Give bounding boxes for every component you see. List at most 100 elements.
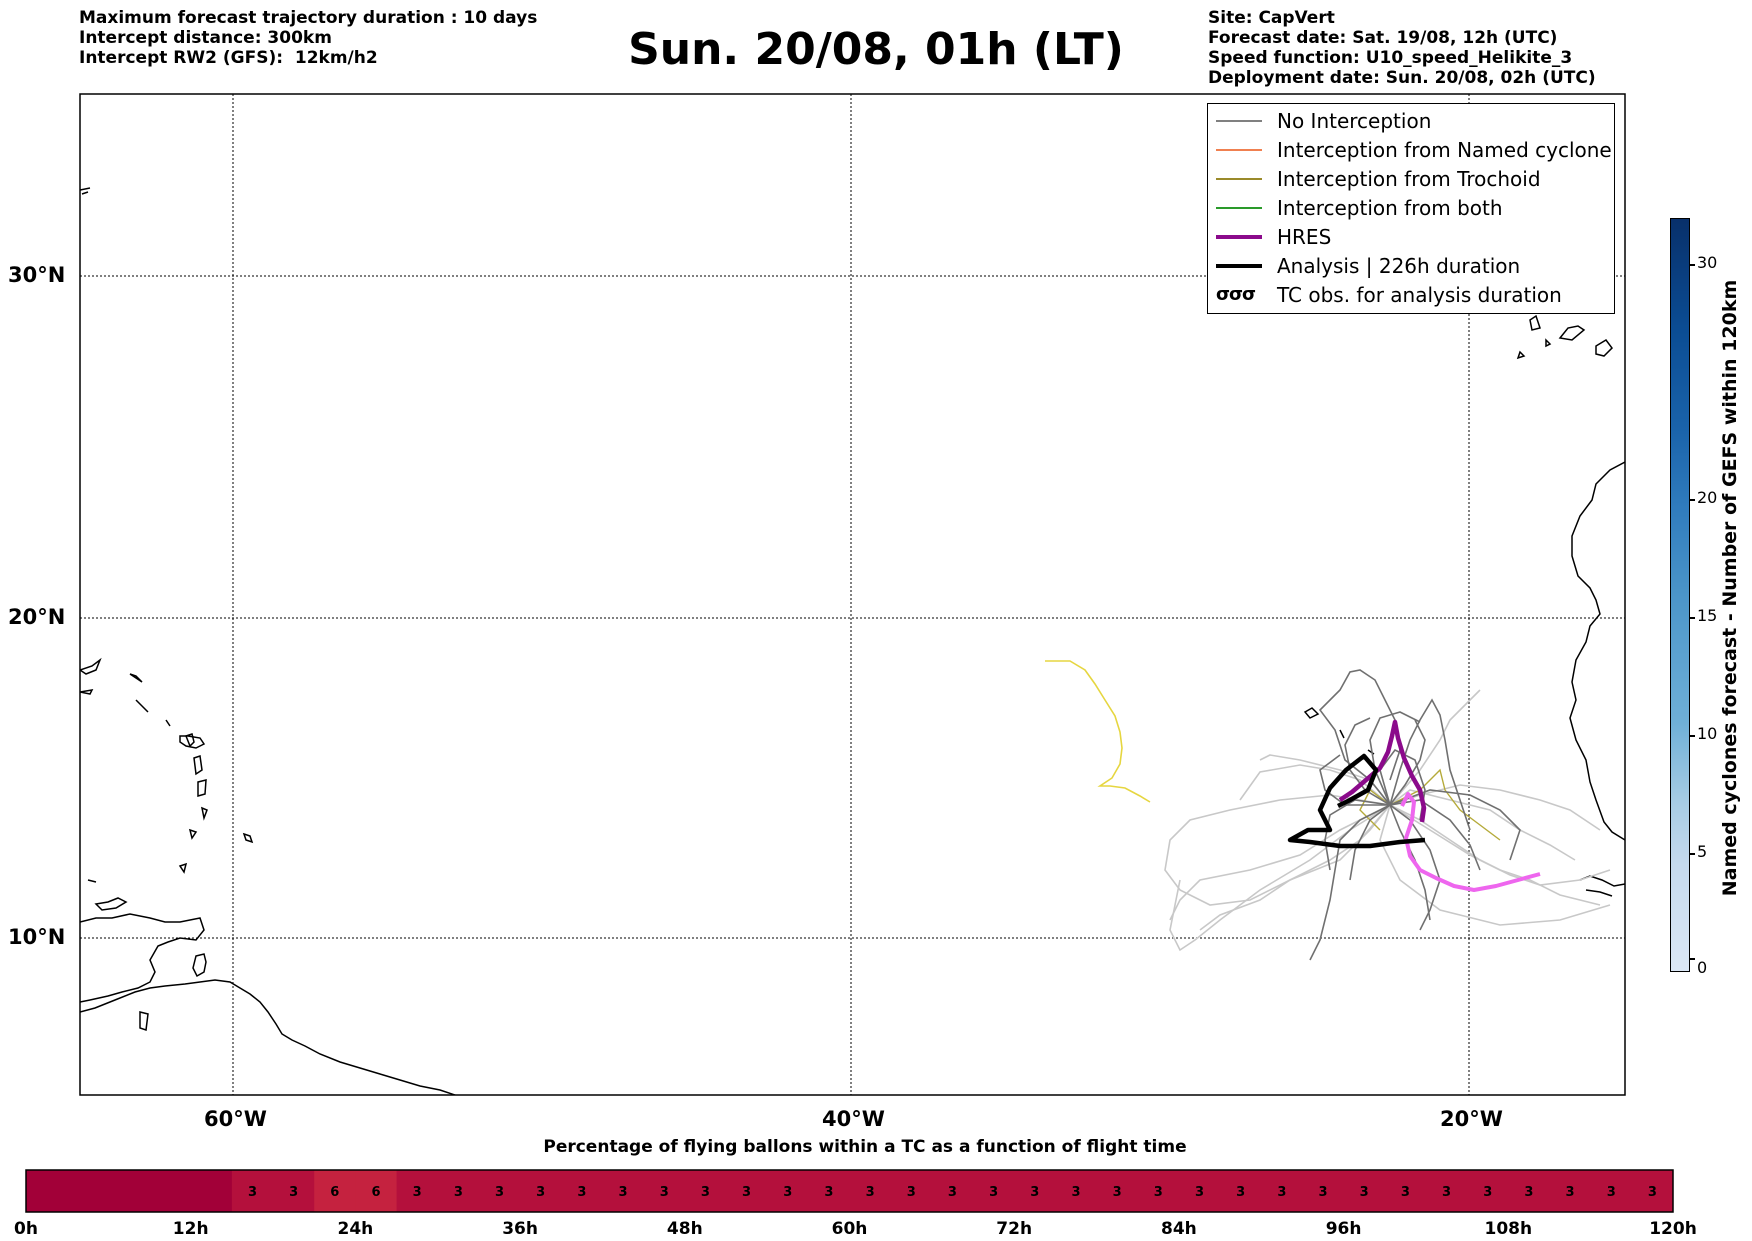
percentage-cell [67, 1170, 109, 1212]
percentage-cell-value: 3 [1236, 1185, 1245, 1200]
percentage-cell-value: 3 [907, 1185, 916, 1200]
time-tick-label: 120h [1649, 1219, 1697, 1239]
percentage-cell [1055, 1170, 1098, 1212]
trajectory-near-3 [1309, 804, 1391, 961]
page-title: Sun. 20/08, 01h (LT) [628, 24, 1124, 75]
percentage-cell [643, 1170, 686, 1212]
coast-capeverde-3 [1367, 749, 1375, 755]
legend-label: Analysis | 226h duration [1277, 254, 1521, 278]
percentage-cell [1425, 1170, 1468, 1212]
colorbar-tick-label-10: 10 [1697, 724, 1718, 743]
percentage-cell-value: 3 [248, 1185, 257, 1200]
percentage-cell-value: 3 [536, 1185, 545, 1200]
percentage-cell [437, 1170, 480, 1212]
coast-canaries-4 [1516, 350, 1526, 360]
trajectory-near-6 [1389, 789, 1521, 861]
coast-lesser-antilles-4 [200, 806, 208, 821]
coast-trinidad [192, 953, 207, 978]
percentage-cell-value: 6 [371, 1185, 380, 1200]
trajectory-analysis [1287, 753, 1426, 849]
colorbar-tick-0 [1689, 958, 1695, 960]
percentage-cell [602, 1170, 645, 1212]
percentage-cell-value: 3 [1607, 1185, 1616, 1200]
legend-swatch [1216, 178, 1262, 180]
percentage-cell-value: 3 [660, 1185, 669, 1200]
percentage-cell [273, 1170, 315, 1212]
trajectory-far-3 [1169, 804, 1391, 921]
trajectory-far-11 [1389, 789, 1576, 861]
coast-canaries-3 [1595, 339, 1613, 357]
percentage-cell-value: 3 [1524, 1185, 1533, 1200]
coast-canaries-2 [1558, 325, 1586, 341]
coast-islet-f [80, 187, 91, 195]
time-tick-label: 96h [1325, 1219, 1362, 1239]
percentage-cell [849, 1170, 892, 1212]
percentage-cell [149, 1170, 192, 1212]
trajectory-far-8 [1379, 804, 1611, 926]
coast-lesser-antilles-2 [193, 755, 203, 776]
trajectory-far-1 [1164, 794, 1391, 906]
legend-swatch [1216, 120, 1262, 122]
percentage-cell-value: 3 [1483, 1185, 1492, 1200]
colorbar-tick-10 [1689, 735, 1695, 737]
coast-capeverde-1 [1303, 707, 1320, 719]
percentage-cell [26, 1170, 68, 1212]
coast-guadeloupe [179, 735, 206, 749]
percentage-cell-value: 3 [1566, 1185, 1575, 1200]
percentage-cell-value: 6 [330, 1185, 339, 1200]
percentage-cell-value: 3 [866, 1185, 875, 1200]
percentage-cell [767, 1170, 809, 1212]
legend-item-hres: HRES [1216, 225, 1606, 249]
trajectory-pink [1400, 792, 1541, 892]
percentage-cell-value: 3 [948, 1185, 957, 1200]
legend-label: Interception from Named cyclone [1277, 138, 1612, 162]
percentage-cell-value: 3 [577, 1185, 586, 1200]
percentage-cell [1137, 1170, 1180, 1212]
trajectory-yellow [1045, 660, 1151, 803]
trajectory-near-8 [1324, 799, 1391, 871]
max-duration-label: Maximum forecast trajectory duration : 1… [79, 8, 538, 28]
trajectory-far-6 [1389, 804, 1601, 906]
lat-label-30n: 30°N [8, 263, 66, 287]
bottom-chart-title: Percentage of flying ballons within a TC… [543, 1137, 1187, 1157]
time-tick-label: 108h [1484, 1219, 1533, 1239]
legend-item-analysis: Analysis | 226h duration [1216, 254, 1606, 278]
trajectory-far-9 [1199, 804, 1391, 931]
speed-function-label: Speed function: U10_speed_Helikite_3 [1208, 48, 1573, 68]
percentage-cell [355, 1170, 398, 1212]
legend-label: TC obs. for analysis duration [1277, 283, 1562, 307]
legend-swatch [1216, 235, 1262, 239]
trajectories-near [1309, 669, 1521, 961]
coast-capeverde-2 [1339, 729, 1345, 739]
coast-islet-c [135, 699, 149, 713]
colorbar-tick-label-20: 20 [1697, 488, 1718, 507]
percentage-cell [231, 1170, 274, 1212]
legend-item-trochoid: Interception from Trochoid [1216, 167, 1606, 191]
percentage-cell [1096, 1170, 1139, 1212]
time-tick-label: 48h [666, 1219, 703, 1239]
percentage-cell [808, 1170, 850, 1212]
time-tick-label: 72h [996, 1219, 1033, 1239]
percentage-cell-value: 3 [989, 1185, 998, 1200]
coast-canaries-5 [1545, 338, 1552, 348]
time-tick-label: 0h [14, 1219, 38, 1239]
percentage-cell [108, 1170, 151, 1212]
percentage-cell [478, 1170, 521, 1212]
time-tick-label: 60h [831, 1219, 868, 1239]
percentage-cell [1343, 1170, 1386, 1212]
colorbar-tick-label-5: 5 [1697, 842, 1708, 861]
coast-venezuela [80, 913, 205, 1003]
percentage-cell-value: 3 [1360, 1185, 1369, 1200]
percentage-cell [1220, 1170, 1262, 1212]
percentage-cell [561, 1170, 603, 1212]
coast-islet-d [165, 719, 171, 727]
percentage-cell-value: 3 [701, 1185, 710, 1200]
colorbar-tick-30 [1689, 264, 1695, 266]
percentage-cell [1631, 1170, 1674, 1212]
coast-lesser-antilles-3 [197, 779, 207, 797]
coast-lesser-antilles-5 [188, 828, 198, 840]
legend-body: No Interception Interception from Named … [1208, 104, 1614, 313]
coast-islet-h [139, 1011, 149, 1032]
percentage-cell [1508, 1170, 1550, 1212]
